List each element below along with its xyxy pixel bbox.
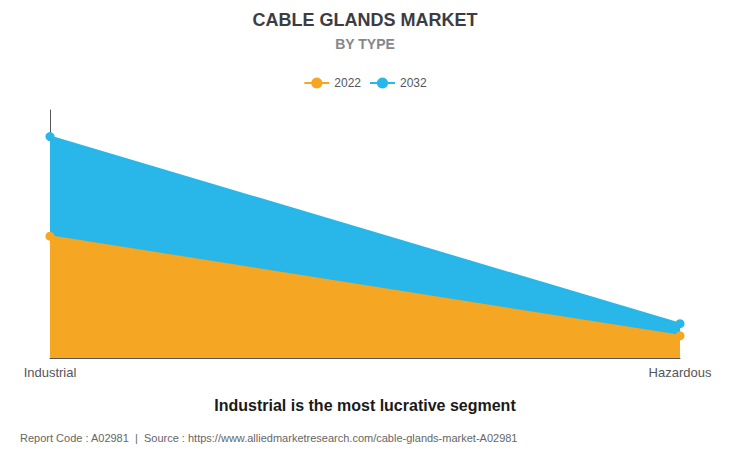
- svg-text:Hazardous: Hazardous: [649, 365, 712, 380]
- svg-text:CABLE GLANDS MARKET: CABLE GLANDS MARKET: [253, 10, 478, 30]
- svg-text:Report Code : A02981 | Sourc: Report Code : A02981 | Source : https://…: [20, 432, 518, 444]
- svg-text:2022: 2022: [334, 76, 361, 90]
- svg-text:2032: 2032: [400, 76, 427, 90]
- svg-text:Industrial: Industrial: [24, 365, 77, 380]
- svg-text:Industrial is the most lucrati: Industrial is the most lucrative segment: [214, 397, 516, 414]
- svg-text:BY TYPE: BY TYPE: [335, 36, 395, 52]
